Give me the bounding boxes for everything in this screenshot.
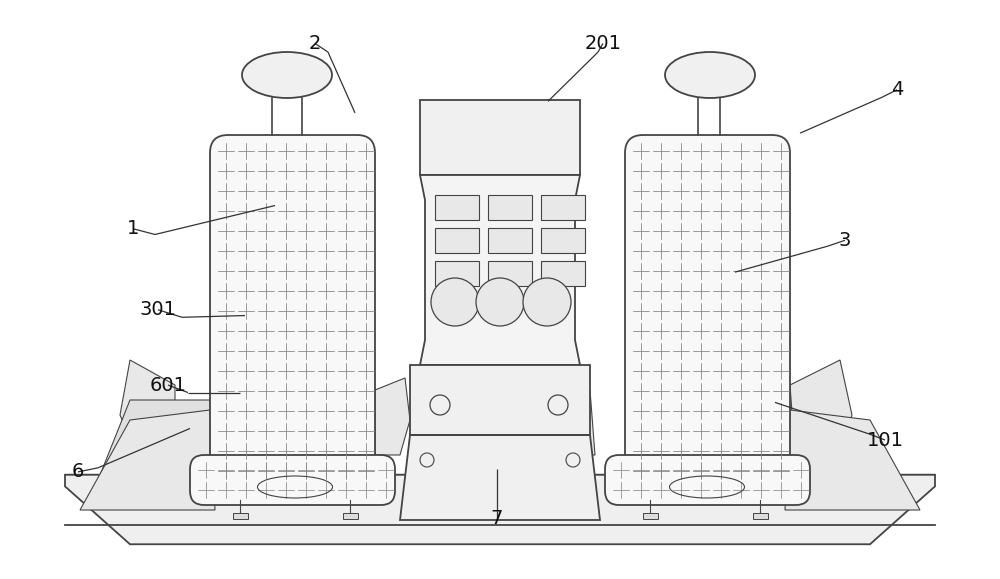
Text: 4: 4 [891, 80, 903, 99]
Polygon shape [400, 435, 600, 520]
Bar [541, 228, 585, 253]
Polygon shape [420, 175, 580, 365]
Circle shape [523, 278, 571, 326]
Polygon shape [375, 378, 410, 455]
Polygon shape [90, 400, 215, 500]
Bar [541, 261, 585, 286]
Bar [420, 100, 580, 175]
Text: 1: 1 [127, 219, 139, 238]
Bar [488, 195, 532, 220]
FancyBboxPatch shape [190, 455, 395, 505]
Bar [233, 513, 248, 519]
Text: 601: 601 [150, 376, 186, 394]
Polygon shape [65, 475, 935, 544]
Ellipse shape [242, 52, 332, 98]
Text: 301: 301 [140, 301, 176, 319]
Ellipse shape [665, 52, 755, 98]
Bar [643, 513, 658, 519]
Text: 101: 101 [866, 431, 904, 449]
Polygon shape [790, 360, 852, 455]
Bar [488, 261, 532, 286]
Bar [488, 228, 532, 253]
Polygon shape [120, 360, 175, 455]
Text: 2: 2 [309, 34, 321, 53]
Polygon shape [555, 378, 595, 455]
FancyBboxPatch shape [605, 455, 810, 505]
Bar [435, 228, 479, 253]
Polygon shape [65, 475, 935, 538]
Circle shape [431, 278, 479, 326]
Text: 6: 6 [72, 463, 84, 481]
FancyBboxPatch shape [625, 135, 790, 480]
Polygon shape [80, 410, 215, 510]
FancyBboxPatch shape [210, 135, 375, 480]
Text: 3: 3 [839, 231, 851, 250]
Bar [435, 195, 479, 220]
Bar [541, 195, 585, 220]
Circle shape [476, 278, 524, 326]
Text: 201: 201 [584, 34, 622, 53]
Text: 7: 7 [491, 509, 503, 527]
Polygon shape [785, 410, 920, 510]
Bar [410, 365, 590, 435]
Bar [435, 261, 479, 286]
Bar [753, 513, 768, 519]
Bar [343, 513, 358, 519]
